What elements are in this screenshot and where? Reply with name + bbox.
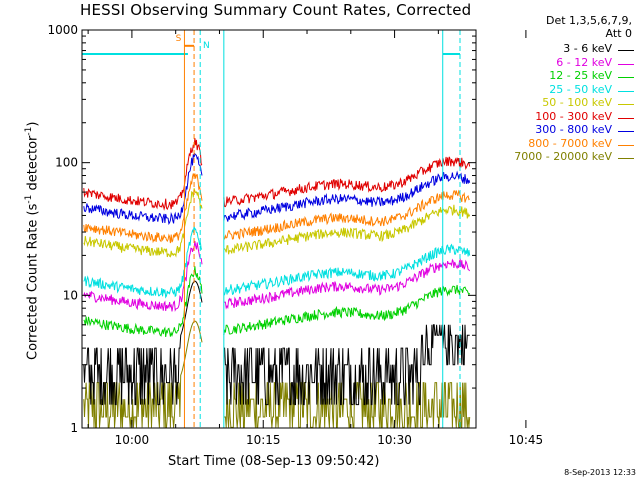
series-line-7 — [83, 152, 471, 226]
x-tick-label: 10:45 — [509, 433, 544, 447]
legend-entry-label: 25 - 50 keV — [549, 82, 612, 96]
series-line-5 — [83, 188, 471, 258]
series-line-2 — [83, 241, 471, 312]
legend-entry-swatch — [618, 90, 634, 92]
y-axis-title-part1: Corrected Count Rate (s — [25, 203, 41, 360]
timestamp: 8-Sep-2013 12:33 — [564, 468, 636, 477]
chart-title: HESSI Observing Summary Count Rates, Cor… — [80, 1, 472, 19]
legend-header-line2: Att 0 — [605, 27, 632, 40]
y-axis-title: Corrected Count Rate (s-1 detector-1) — [24, 122, 40, 360]
x-axis-title-text: Start Time (08-Sep-13 09:50:42) — [168, 454, 380, 469]
y-tick-label: 1 — [70, 421, 78, 435]
legend-entry-label: 6 - 12 keV — [556, 55, 612, 69]
legend-entry-label: 7000 - 20000 keV — [514, 150, 612, 163]
series-line-6 — [83, 138, 471, 211]
series-line-9 — [83, 320, 471, 428]
legend-entry-swatch — [618, 117, 634, 119]
series-line-4 — [83, 226, 471, 299]
legend-entry-swatch — [618, 131, 634, 132]
y-axis-title-sup1: -1 — [24, 194, 34, 204]
flag-s-label: S — [176, 34, 182, 44]
y-tick-label: 100 — [55, 156, 78, 170]
legend-entry-swatch — [618, 158, 634, 159]
legend-entry-swatch — [618, 144, 634, 146]
legend-entry-label: 100 - 300 keV — [535, 109, 612, 123]
legend-header-line1: Det 1,3,5,6,7,9, — [545, 14, 632, 27]
y-axis-title-part2: detector — [25, 135, 41, 195]
plot-frame — [81, 29, 477, 429]
series-line-1 — [83, 280, 470, 406]
x-tick-label: 10:15 — [246, 433, 281, 447]
flag-n-label: N — [203, 41, 210, 51]
legend-entry-label: 50 - 100 keV — [542, 96, 612, 109]
legend-header: Det 1,3,5,6,7,9, Att 0 — [546, 14, 632, 40]
legend-entry-swatch — [618, 50, 634, 51]
y-axis-title-sup2: -1 — [24, 126, 34, 136]
y-tick-label: 10 — [63, 288, 78, 302]
legend-entry-label: 800 - 7000 keV — [528, 136, 612, 150]
series-line-8 — [83, 173, 470, 244]
y-tick-label: 1000 — [47, 23, 78, 37]
x-tick-label: 10:00 — [115, 433, 150, 447]
y-axis-title-part3: ) — [25, 121, 41, 127]
series-line-3 — [83, 266, 471, 338]
legend-entry-swatch — [618, 63, 634, 65]
x-tick-label: 10:30 — [377, 433, 412, 447]
legend-entry-label: 3 - 6 keV — [563, 42, 612, 55]
legend-entry-label: 12 - 25 keV — [549, 69, 612, 82]
legend-entry-swatch — [618, 104, 634, 105]
legend-entry-swatch — [618, 77, 634, 78]
legend-entry-label: 300 - 800 keV — [535, 123, 612, 136]
